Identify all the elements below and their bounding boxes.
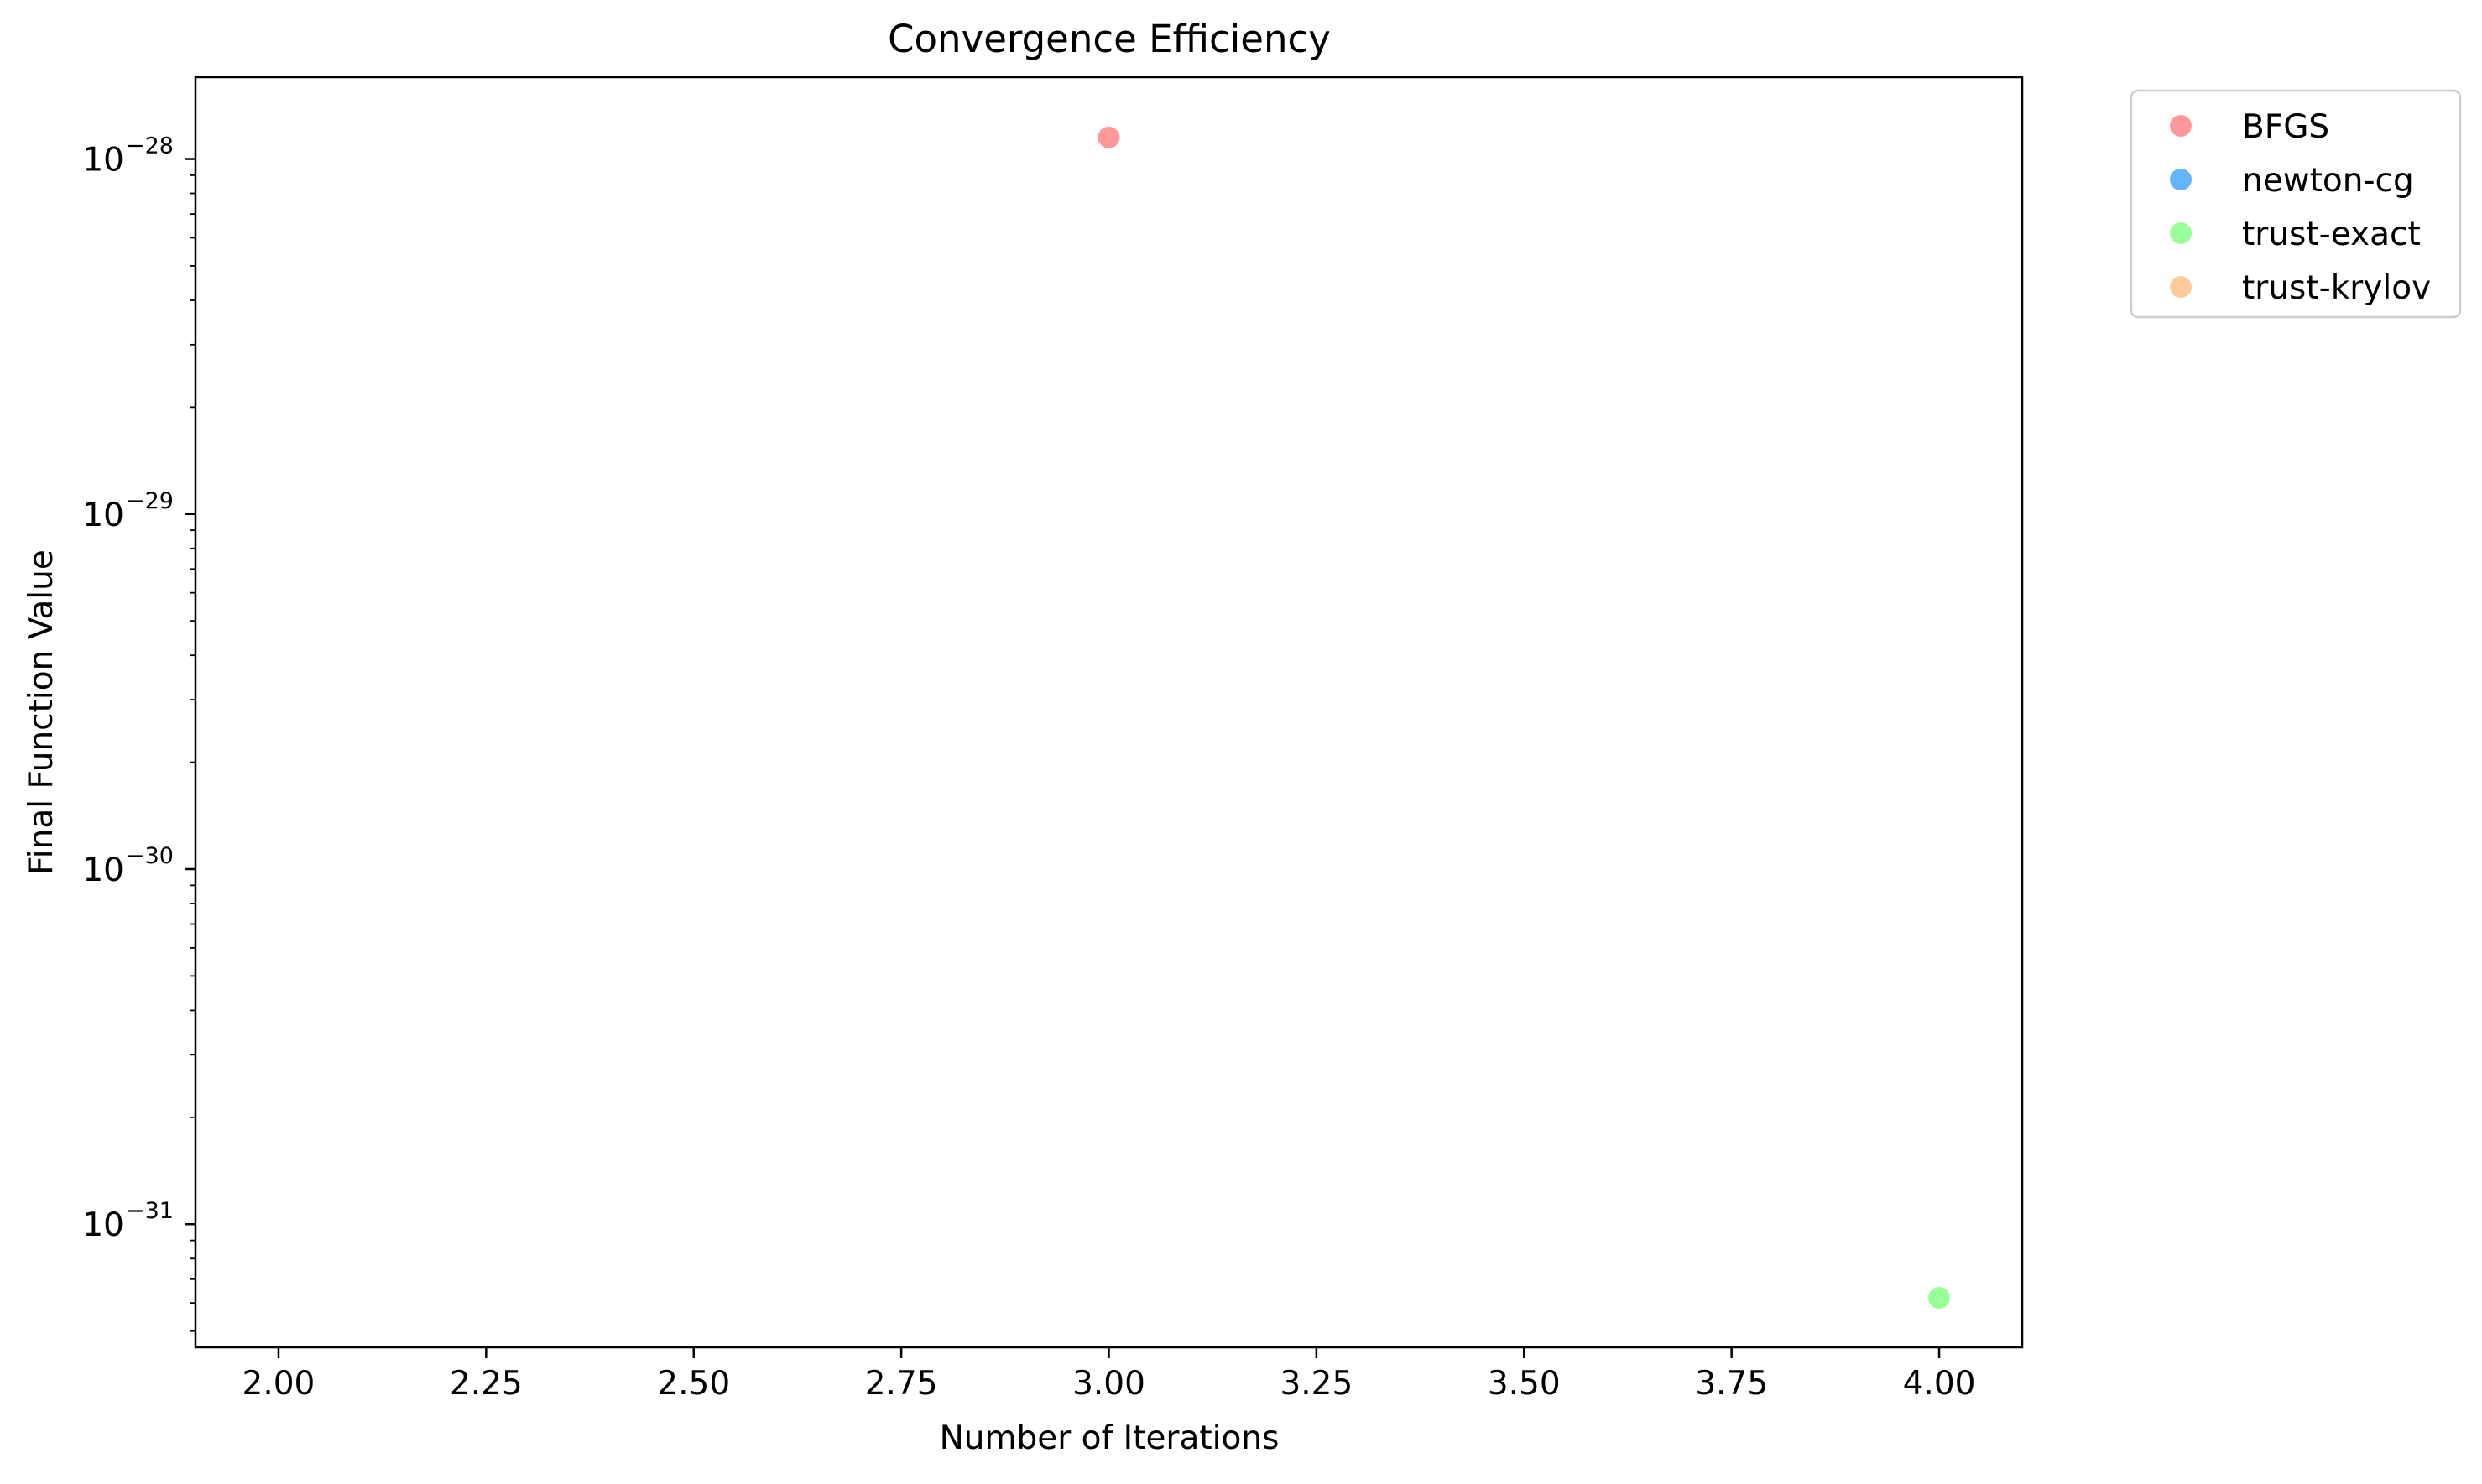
x-tick-label: 3.50: [1488, 1365, 1561, 1403]
legend: BFGS newton-cg trust-exact trust-krylov: [2130, 89, 2462, 319]
y-tick-label: 10: [82, 851, 124, 889]
y-tick-label: 10: [82, 497, 124, 534]
x-axis: 2.00 2.25 2.50 2.75 3.00 3.25 3.50 3.75 4.00: [242, 1347, 1976, 1403]
y-tick-exponent: −28: [126, 133, 174, 159]
data-point: [1928, 1287, 1951, 1310]
y-tick-exponent: −30: [126, 843, 174, 869]
y-tick-exponent: −31: [126, 1198, 174, 1224]
y-tick-base: 10: [82, 851, 124, 889]
y-tick-base: 10: [82, 497, 124, 534]
plot-area: [1098, 126, 1951, 1310]
legend-label: trust-krylov: [2242, 269, 2431, 307]
y-axis-label: Final Function Value: [23, 549, 60, 875]
legend-marker: [2170, 169, 2192, 190]
legend-marker: [2170, 222, 2192, 244]
legend-marker: [2170, 276, 2192, 298]
legend-label: BFGS: [2242, 108, 2329, 146]
x-tick-label: 3.25: [1280, 1365, 1353, 1403]
x-tick-label: 3.75: [1695, 1365, 1768, 1403]
legend-marker: [2170, 115, 2192, 137]
y-tick-label: 10: [82, 1206, 124, 1244]
chart-title: Convergence Efficiency: [888, 17, 1331, 61]
x-tick-label: 4.00: [1903, 1365, 1976, 1403]
y-tick-base: 10: [82, 1206, 124, 1244]
legend-label: trust-exact: [2242, 216, 2421, 253]
legend-label: newton-cg: [2242, 162, 2414, 200]
x-tick-label: 2.25: [450, 1365, 523, 1403]
data-point: [1098, 126, 1120, 148]
y-tick-label: 10: [82, 142, 124, 180]
plot-frame: [194, 76, 2024, 1349]
x-tick-label: 2.50: [657, 1365, 730, 1403]
x-tick-label: 3.00: [1072, 1365, 1145, 1403]
x-tick-label: 2.00: [242, 1365, 315, 1403]
y-tick-base: 10: [82, 142, 124, 180]
x-axis-label: Number of Iterations: [940, 1419, 1280, 1457]
legend-box: [2130, 89, 2462, 319]
y-tick-exponent: −29: [126, 488, 174, 514]
x-tick-label: 2.75: [865, 1365, 938, 1403]
